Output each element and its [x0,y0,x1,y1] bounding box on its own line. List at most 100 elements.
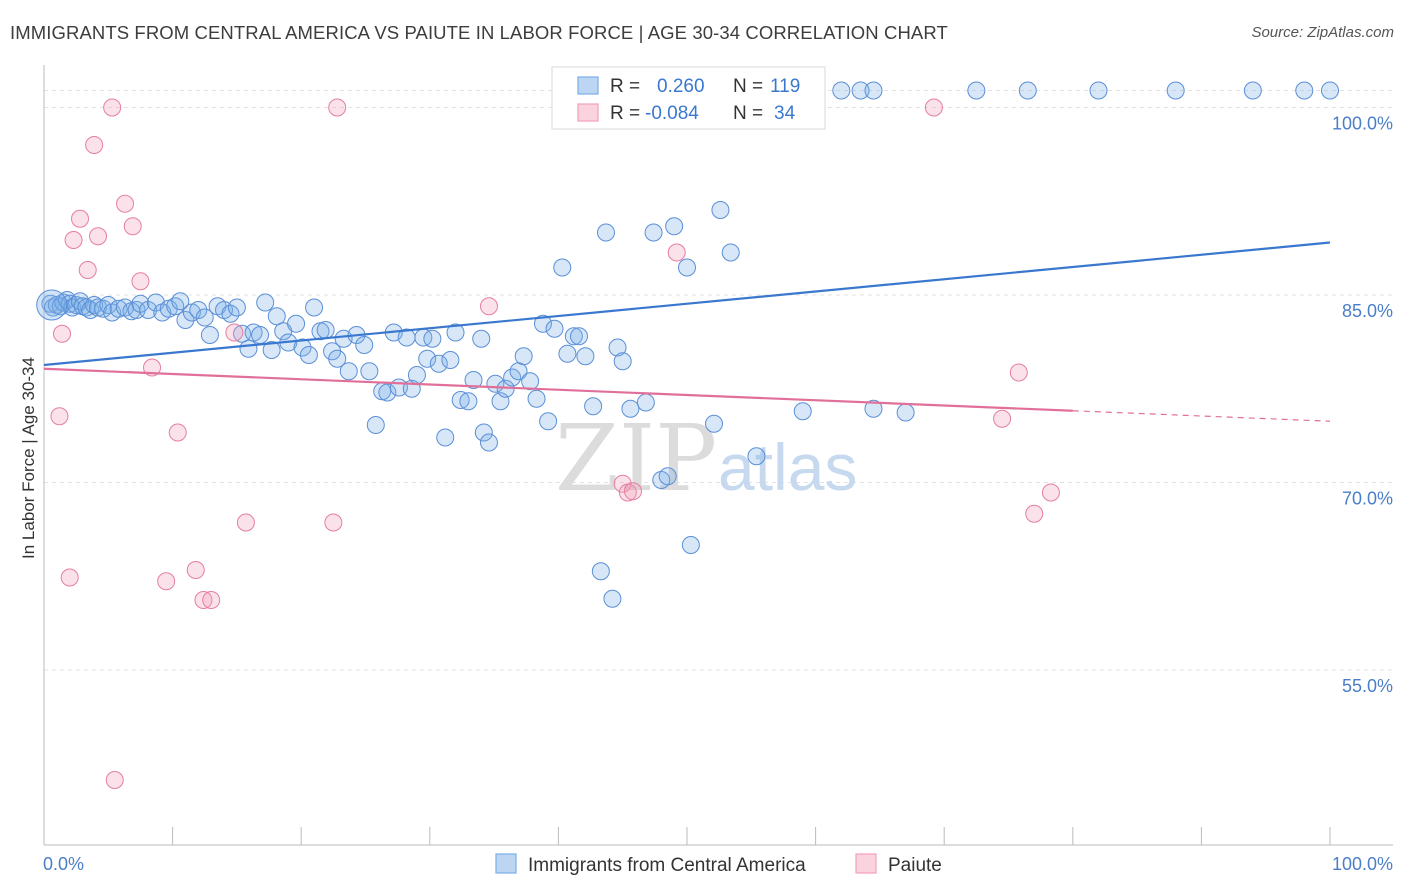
central-america-point-99 [596,223,615,242]
stats-legend: R = 0.260 N = 119 R = -0.084 N = 34 [551,66,826,130]
central-america-point-50 [305,298,324,317]
paiute-point-27 [667,243,686,262]
central-america-point-54 [328,349,347,368]
stats-r-value-1: 0.260 [657,76,705,97]
central-america-point-90 [539,412,558,431]
central-america-point-102 [613,352,632,371]
paiute-point-1 [53,324,72,343]
central-america-point-70 [423,329,442,348]
central-america-point-58 [355,336,374,354]
paiute-point-4 [71,209,90,228]
central-america-point-109 [678,258,696,277]
central-america-point-42 [256,293,275,312]
paiute-point-19 [225,323,244,342]
central-america-point-110 [681,536,700,554]
paiute-point-13 [143,358,162,377]
central-america-point-28 [171,292,190,311]
stats-r-value-2: -0.084 [645,103,699,124]
legend-label-central-america: Immigrants from Central America [528,855,806,876]
paiute-point-17 [194,591,213,609]
central-america-point-52 [316,321,335,339]
central-america-point-95 [569,327,588,346]
paiute-point-14 [157,572,176,591]
central-america-point-67 [407,366,426,384]
paiute-point-18 [202,591,221,609]
y-tick-label-1: 70.0% [1342,489,1393,509]
paiute-point-24 [613,474,632,493]
central-america-point-117 [896,403,915,422]
grid-lines [44,90,1393,671]
central-america-point-103 [621,399,640,418]
central-america-point-49 [299,346,318,364]
central-america-point-105 [644,223,663,242]
central-america-point-108 [665,217,684,236]
central-america-point-78 [472,329,491,348]
central-america-point-38 [233,324,252,343]
central-america-point-23 [139,301,158,319]
central-america-point-69 [418,349,437,368]
central-america-top-point-9 [1018,81,1037,100]
y-tick-label-2: 85.0% [1342,301,1393,321]
central-america-point-43 [262,341,281,359]
paiute-point-28 [924,98,943,117]
trend-line-dashed-1 [1072,410,1331,422]
paiute-point-0 [50,407,69,426]
central-america-point-94 [564,327,583,346]
central-america-point-71 [429,354,448,373]
paiute-point-32 [1041,483,1060,502]
y-tick-labels: 55.0% 70.0% 85.0% 100.0% [1332,114,1393,697]
paiute-point-26 [623,482,642,501]
central-america-top-point-11 [1321,81,1339,100]
paiute-point-7 [89,227,108,246]
source-credit: Source: ZipAtlas.com [1251,24,1394,41]
central-america-point-111 [705,414,724,433]
paiute-point-11 [123,217,142,236]
central-america-point-59 [360,362,379,381]
central-america-top-point-5 [832,81,851,100]
central-america-point-44 [267,307,286,326]
watermark-atlas: atlas [718,430,857,504]
central-america-point-97 [584,397,603,416]
trend-lines [43,241,1331,422]
central-america-point-77 [464,371,483,389]
central-america-point-31 [189,301,208,319]
paiute-point-2 [60,568,79,587]
paiute-point-16 [186,561,205,579]
trend-line-0 [43,241,1331,367]
central-america-point-60 [366,416,385,434]
paiute-point-9 [105,771,124,789]
central-america-point-80 [479,433,498,452]
central-america-point-91 [545,319,564,338]
axes [43,65,1393,846]
central-america-point-79 [474,423,493,442]
central-america-cluster-point [36,289,68,321]
data-points [36,81,1339,789]
central-america-point-107 [658,467,677,486]
central-america-point-75 [451,391,470,409]
central-america-point-113 [721,243,740,262]
central-america-top-point-14 [1089,81,1108,100]
trend-line-1 [43,367,1073,412]
central-america-point-48 [293,338,312,357]
central-america-top-point-8 [967,81,986,100]
central-america-top-point-6 [851,81,870,100]
paiute-point-5 [78,261,97,279]
paiute-point-22 [328,98,347,117]
central-america-point-88 [527,389,546,408]
central-america-point-114 [747,447,766,466]
central-america-point-41 [251,326,270,344]
series-legend: Immigrants from Central America Paiute [495,853,942,876]
central-america-point-96 [576,347,595,366]
x-tick-label-max: 100.0% [1332,854,1393,874]
central-america-point-76 [459,392,478,411]
legend-label-paiute: Paiute [888,855,942,876]
central-america-top-point-10 [1295,81,1314,100]
paiute-point-3 [64,231,83,249]
central-america-point-100 [603,589,622,608]
central-america-point-47 [287,314,306,333]
central-america-point-112 [711,201,730,219]
chart-title: IMMIGRANTS FROM CENTRAL AMERICA VS PAIUT… [10,22,948,43]
paiute-point-15 [168,423,187,442]
paiute-point-29 [993,409,1012,428]
